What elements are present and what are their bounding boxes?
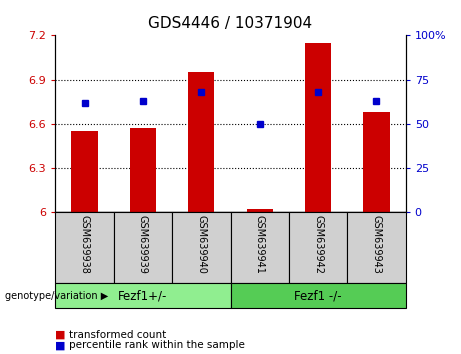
Bar [172, 212, 230, 283]
Text: Fezf1+/-: Fezf1+/- [118, 289, 168, 302]
Text: transformed count: transformed count [69, 330, 166, 339]
Bar [130, 129, 156, 212]
Bar [230, 283, 406, 308]
Text: GSM639943: GSM639943 [372, 215, 382, 273]
Text: ■: ■ [55, 340, 66, 350]
Text: GSM639942: GSM639942 [313, 215, 323, 274]
Text: percentile rank within the sample: percentile rank within the sample [69, 340, 245, 350]
Bar [188, 72, 214, 212]
Bar [55, 212, 114, 283]
Text: GSM639940: GSM639940 [196, 215, 207, 273]
Bar [114, 212, 172, 283]
Text: ■: ■ [55, 330, 66, 339]
Bar [230, 212, 289, 283]
Text: genotype/variation ▶: genotype/variation ▶ [5, 291, 108, 301]
Bar [289, 212, 347, 283]
Bar [363, 112, 390, 212]
Bar [71, 131, 98, 212]
Bar [305, 43, 331, 212]
Text: GSM639941: GSM639941 [254, 215, 265, 273]
Text: GSM639938: GSM639938 [79, 215, 89, 273]
Text: GSM639939: GSM639939 [138, 215, 148, 273]
Bar [55, 283, 230, 308]
Bar [247, 210, 273, 212]
Bar [347, 212, 406, 283]
Title: GDS4446 / 10371904: GDS4446 / 10371904 [148, 16, 313, 32]
Text: Fezf1 -/-: Fezf1 -/- [294, 289, 342, 302]
